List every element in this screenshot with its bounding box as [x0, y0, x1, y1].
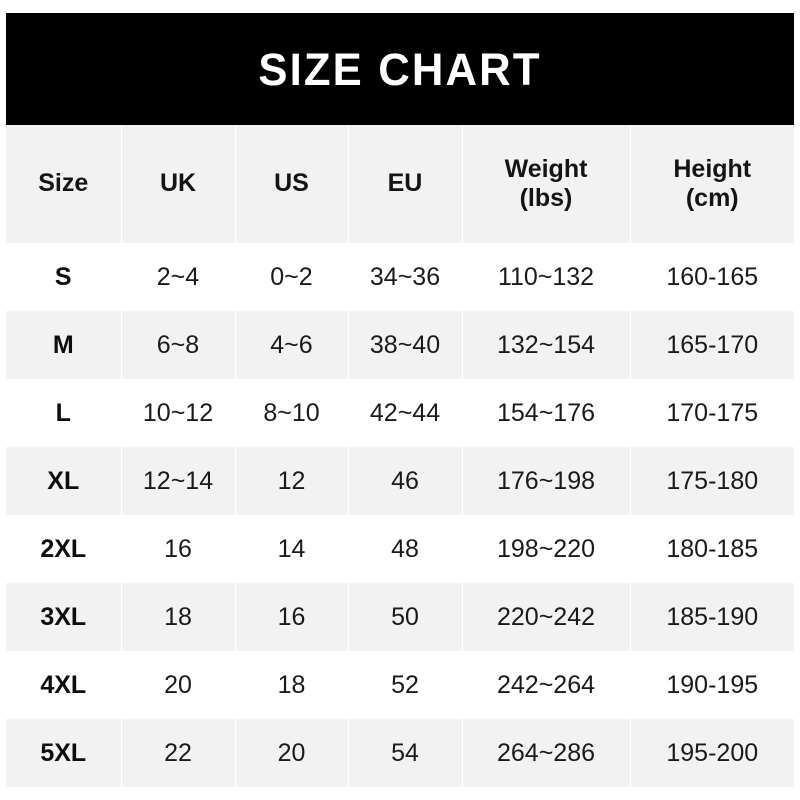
column-header-label: EU	[387, 169, 423, 198]
column-header-weight: Weight (lbs)	[462, 125, 631, 243]
cell-us: 12	[235, 447, 349, 515]
cell-eu: 46	[348, 447, 463, 515]
column-header-height: Height (cm)	[630, 125, 794, 243]
cell-eu: 52	[348, 651, 463, 719]
column-header-label: Weight	[504, 154, 588, 183]
table-row: 4XL 20 18 52 242~264 190-195	[6, 651, 794, 719]
cell-us: 14	[235, 515, 349, 583]
cell-height: 190-195	[666, 670, 759, 699]
column-header-unit: (cm)	[685, 184, 739, 212]
column-header-unit: (lbs)	[519, 184, 573, 212]
page-title: SIZE CHART	[258, 43, 542, 95]
table-row: 3XL 18 16 50 220~242 185-190	[6, 583, 794, 651]
cell-us: 20	[235, 719, 349, 787]
cell-uk: 18	[121, 583, 236, 651]
cell-eu: 42~44	[348, 379, 463, 447]
column-header-label: Height	[673, 154, 752, 183]
column-header-eu: EU	[348, 125, 463, 243]
cell-size: XL	[6, 447, 122, 515]
column-header-us: US	[235, 125, 349, 243]
cell-weight: 154~176	[462, 379, 631, 447]
cell-size: L	[6, 379, 122, 447]
cell-weight: 242~264	[462, 651, 631, 719]
cell-weight: 198~220	[462, 515, 631, 583]
table-row: M 6~8 4~6 38~40 132~154 165-170	[6, 311, 794, 379]
cell-weight: 264~286	[462, 719, 631, 787]
column-header-label: UK	[159, 169, 197, 198]
cell-height: 185-190	[666, 602, 759, 631]
cell-us: 8~10	[235, 379, 349, 447]
cell-size: S	[6, 243, 122, 311]
cell-height: 175-180	[666, 466, 759, 495]
cell-uk: 2~4	[121, 243, 236, 311]
cell-weight: 132~154	[462, 311, 631, 379]
cell-uk: 22	[121, 719, 236, 787]
table-row: 2XL 16 14 48 198~220 180-185	[6, 515, 794, 583]
size-chart-table: Size UK US EU Weight (lbs) Height (cm) S 2~4 0~2 3…	[6, 125, 794, 787]
cell-uk: 6~8	[121, 311, 236, 379]
cell-height: 160-165	[666, 262, 759, 291]
cell-uk: 20	[121, 651, 236, 719]
cell-uk: 10~12	[121, 379, 236, 447]
cell-eu: 38~40	[348, 311, 463, 379]
cell-us: 18	[235, 651, 349, 719]
table-body: S 2~4 0~2 34~36 110~132 160-165 M 6~8 4~6 38~40 13…	[6, 243, 794, 787]
cell-eu: 50	[348, 583, 463, 651]
table-row: XL 12~14 12 46 176~198 175-180	[6, 447, 794, 515]
cell-uk: 12~14	[121, 447, 236, 515]
column-header-label: Size	[38, 169, 89, 198]
cell-size: 5XL	[6, 719, 122, 787]
cell-height: 180-185	[666, 534, 759, 563]
cell-eu: 54	[348, 719, 463, 787]
cell-uk: 16	[121, 515, 236, 583]
cell-size: M	[6, 311, 122, 379]
table-header-row: Size UK US EU Weight (lbs) Height (cm)	[6, 125, 794, 243]
table-row: S 2~4 0~2 34~36 110~132 160-165	[6, 243, 794, 311]
cell-eu: 34~36	[348, 243, 463, 311]
cell-height: 165-170	[666, 330, 759, 359]
cell-us: 0~2	[235, 243, 349, 311]
cell-us: 16	[235, 583, 349, 651]
column-header-size: Size	[6, 125, 122, 243]
table-row: L 10~12 8~10 42~44 154~176 170-175	[6, 379, 794, 447]
title-banner: SIZE CHART	[6, 13, 794, 125]
cell-height: 170-175	[666, 398, 759, 427]
cell-size: 3XL	[6, 583, 122, 651]
cell-weight: 110~132	[462, 243, 631, 311]
cell-weight: 176~198	[462, 447, 631, 515]
cell-height: 195-200	[666, 738, 759, 767]
cell-eu: 48	[348, 515, 463, 583]
cell-size: 4XL	[6, 651, 122, 719]
table-row: 5XL 22 20 54 264~286 195-200	[6, 719, 794, 787]
cell-us: 4~6	[235, 311, 349, 379]
cell-size: 2XL	[6, 515, 122, 583]
table-header: Size UK US EU Weight (lbs) Height (cm)	[6, 125, 794, 243]
cell-weight: 220~242	[462, 583, 631, 651]
column-header-uk: UK	[121, 125, 236, 243]
column-header-label: US	[274, 169, 309, 198]
